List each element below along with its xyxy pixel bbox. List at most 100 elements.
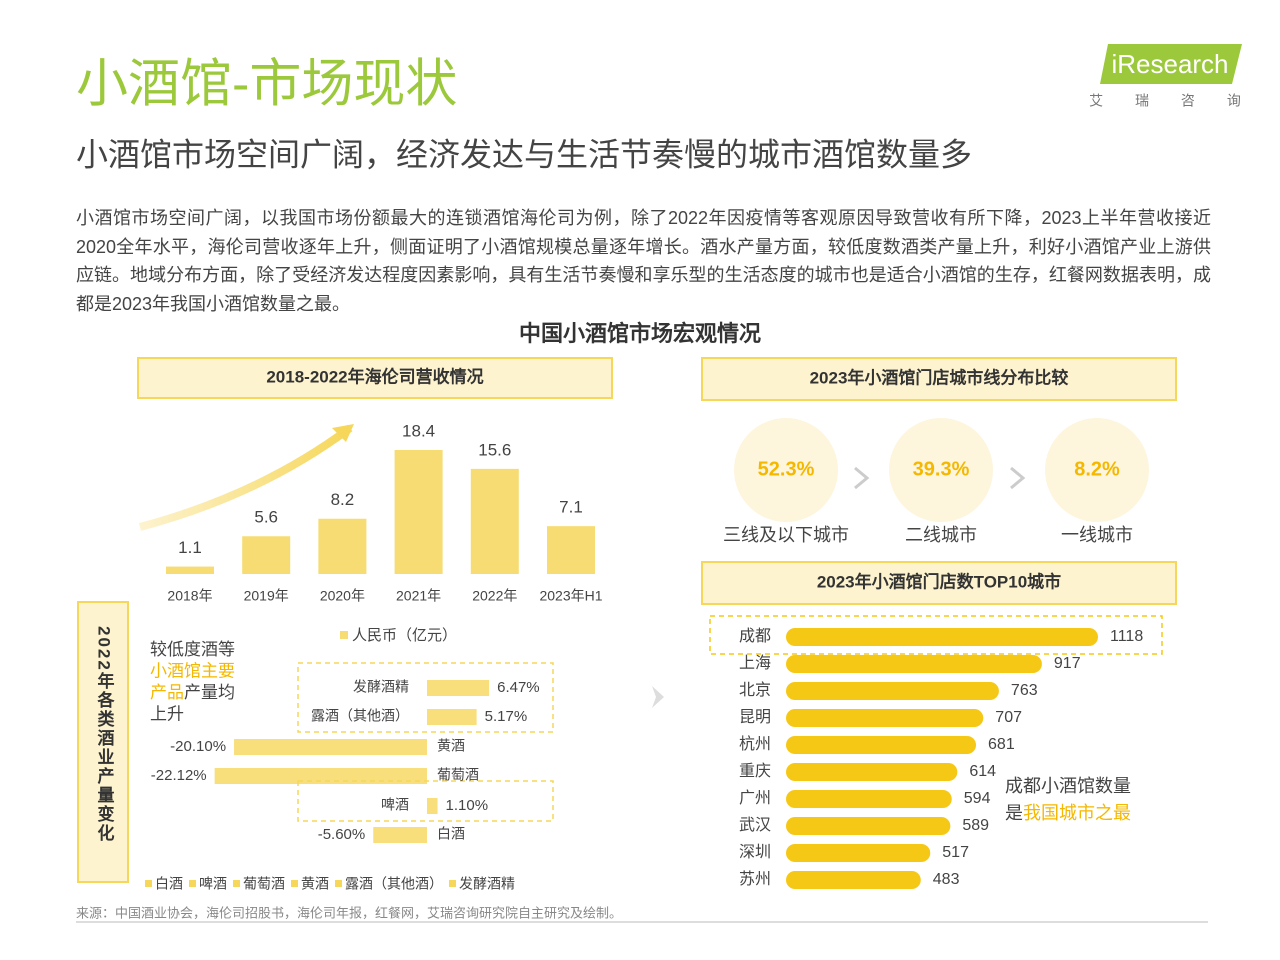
chart-header-box: [701, 561, 1177, 605]
annotation-line: 产品产量均: [150, 683, 235, 702]
category-label: 武汉: [739, 816, 771, 834]
value-label: 1118: [1110, 628, 1143, 645]
annotation-part: 我国城市之最: [1023, 803, 1131, 823]
value-label: -20.10%: [170, 738, 226, 755]
category-label: 葡萄酒: [437, 767, 479, 783]
logo: iResearch: [1111, 49, 1228, 79]
intro: 小酒馆市场空间广阔，以我国市场份额最大的连锁酒馆海伦司为例，除了2022年因疫情…: [76, 208, 1211, 314]
positive-box: [297, 780, 554, 822]
category-label: 苏州: [739, 870, 771, 888]
logo-shape: [1100, 44, 1242, 84]
bar: [318, 518, 367, 574]
annotation-line: 小酒馆主要: [150, 662, 235, 681]
bar: [427, 709, 477, 725]
category-label: 一线城市: [1061, 525, 1133, 545]
category-label: 发酵酒精: [353, 679, 409, 695]
highlight-box: [709, 615, 1163, 655]
annotation-line: 上升: [150, 705, 184, 724]
chart-title: 2023年小酒馆门店城市线分布比较: [810, 367, 1069, 387]
annotation-part: 小酒馆主要: [150, 662, 235, 681]
x-tick-label: 2019年: [244, 588, 289, 604]
bar: [786, 844, 931, 862]
value-label: 1.1: [178, 538, 202, 557]
bar: [786, 790, 952, 808]
value-label: 589: [962, 817, 989, 834]
value-label: 1.10%: [446, 797, 489, 814]
legend-label: 葡萄酒: [243, 876, 285, 892]
legend-swatch: [233, 880, 240, 887]
annotation-line: 是我国城市之最: [1005, 803, 1131, 823]
growth-arrow-head: [332, 424, 354, 442]
x-tick-label: 2020年: [320, 588, 365, 604]
legend-swatch: [189, 880, 196, 887]
value-label: 18.4: [402, 421, 435, 440]
value-label: 52.3%: [758, 458, 815, 480]
category-label: 上海: [739, 654, 771, 672]
value-label: 8.2: [331, 490, 355, 509]
bar: [786, 817, 951, 835]
x-tick-label: 2022年: [472, 588, 517, 604]
source: 来源：中国酒业协会，海伦司招股书，海伦司年报，红餐网，艾瑞咨询研究院自主研究及绘…: [76, 905, 622, 920]
stat-circle: [889, 418, 993, 522]
bar: [786, 655, 1042, 673]
legend-label: 黄酒: [301, 876, 329, 892]
chart-title: 2023年小酒馆门店数TOP10城市: [817, 571, 1061, 591]
chevron: [854, 466, 870, 490]
category-label: 深圳: [739, 843, 771, 861]
logo-cn: 艾 瑞 咨 询: [1089, 93, 1255, 109]
category-label: 二线城市: [905, 525, 977, 545]
category-label: 成都: [739, 627, 771, 645]
bar: [470, 468, 519, 574]
chart-title: 2022年各类酒业产量变化: [95, 626, 116, 843]
value-label: -22.12%: [151, 767, 207, 784]
value-label: 39.3%: [913, 458, 970, 480]
value-label: 5.6: [254, 508, 278, 527]
category-label: 昆明: [739, 709, 771, 726]
category-label: 白酒: [437, 826, 465, 842]
bar: [547, 526, 595, 574]
legend-label: 露酒（其他酒）: [345, 876, 443, 892]
stat-circle: [1045, 418, 1149, 522]
bar: [786, 763, 958, 781]
legend-swatch: [449, 880, 456, 887]
annotation-line: 较低度酒等: [150, 640, 235, 659]
value-label: 7.1: [559, 498, 583, 517]
value-label: 15.6: [478, 440, 511, 459]
category-label: 啤酒: [381, 797, 409, 813]
annotation-part: 产量均: [184, 683, 235, 702]
growth-arrow: [138, 424, 353, 531]
annotation-part: 是: [1005, 803, 1023, 823]
bar: [786, 682, 999, 700]
bar: [786, 736, 977, 754]
positive-box: [297, 662, 554, 733]
bar: [786, 628, 1098, 646]
legend-swatch: [291, 880, 298, 887]
x-tick-label: 2018年: [167, 588, 212, 604]
category-label: 三线及以下城市: [723, 525, 849, 545]
legend-label: 白酒: [155, 876, 183, 892]
chevron: [652, 686, 664, 708]
value-label: 917: [1054, 655, 1081, 672]
title: 小酒馆-市场现状: [76, 56, 457, 114]
value-label: 707: [995, 709, 1022, 726]
value-label: 8.2%: [1074, 458, 1120, 480]
chart-header-box: [77, 601, 129, 883]
chart-title: 2018-2022年海伦司营收情况: [266, 366, 483, 386]
bar: [242, 536, 291, 574]
category-label: 广州: [739, 789, 771, 807]
bar: [373, 827, 427, 843]
annotation-part: 小酒馆数量: [1041, 776, 1131, 796]
chart-header-box: [701, 357, 1177, 401]
value-label: -5.60%: [318, 826, 366, 843]
legend-label: 发酵酒精: [459, 876, 515, 892]
legend-swatch: [340, 631, 348, 639]
value-label: 763: [1011, 682, 1038, 699]
category-label: 重庆: [739, 762, 771, 780]
x-tick-label: 2023年H1: [539, 588, 602, 604]
bar: [214, 768, 427, 784]
value-label: 483: [933, 871, 960, 888]
category-label: 露酒（其他酒）: [311, 708, 409, 724]
annotation-part: 较低度酒等: [150, 640, 235, 659]
bar: [427, 680, 490, 696]
legend-label: 人民币（亿元）: [352, 627, 457, 644]
